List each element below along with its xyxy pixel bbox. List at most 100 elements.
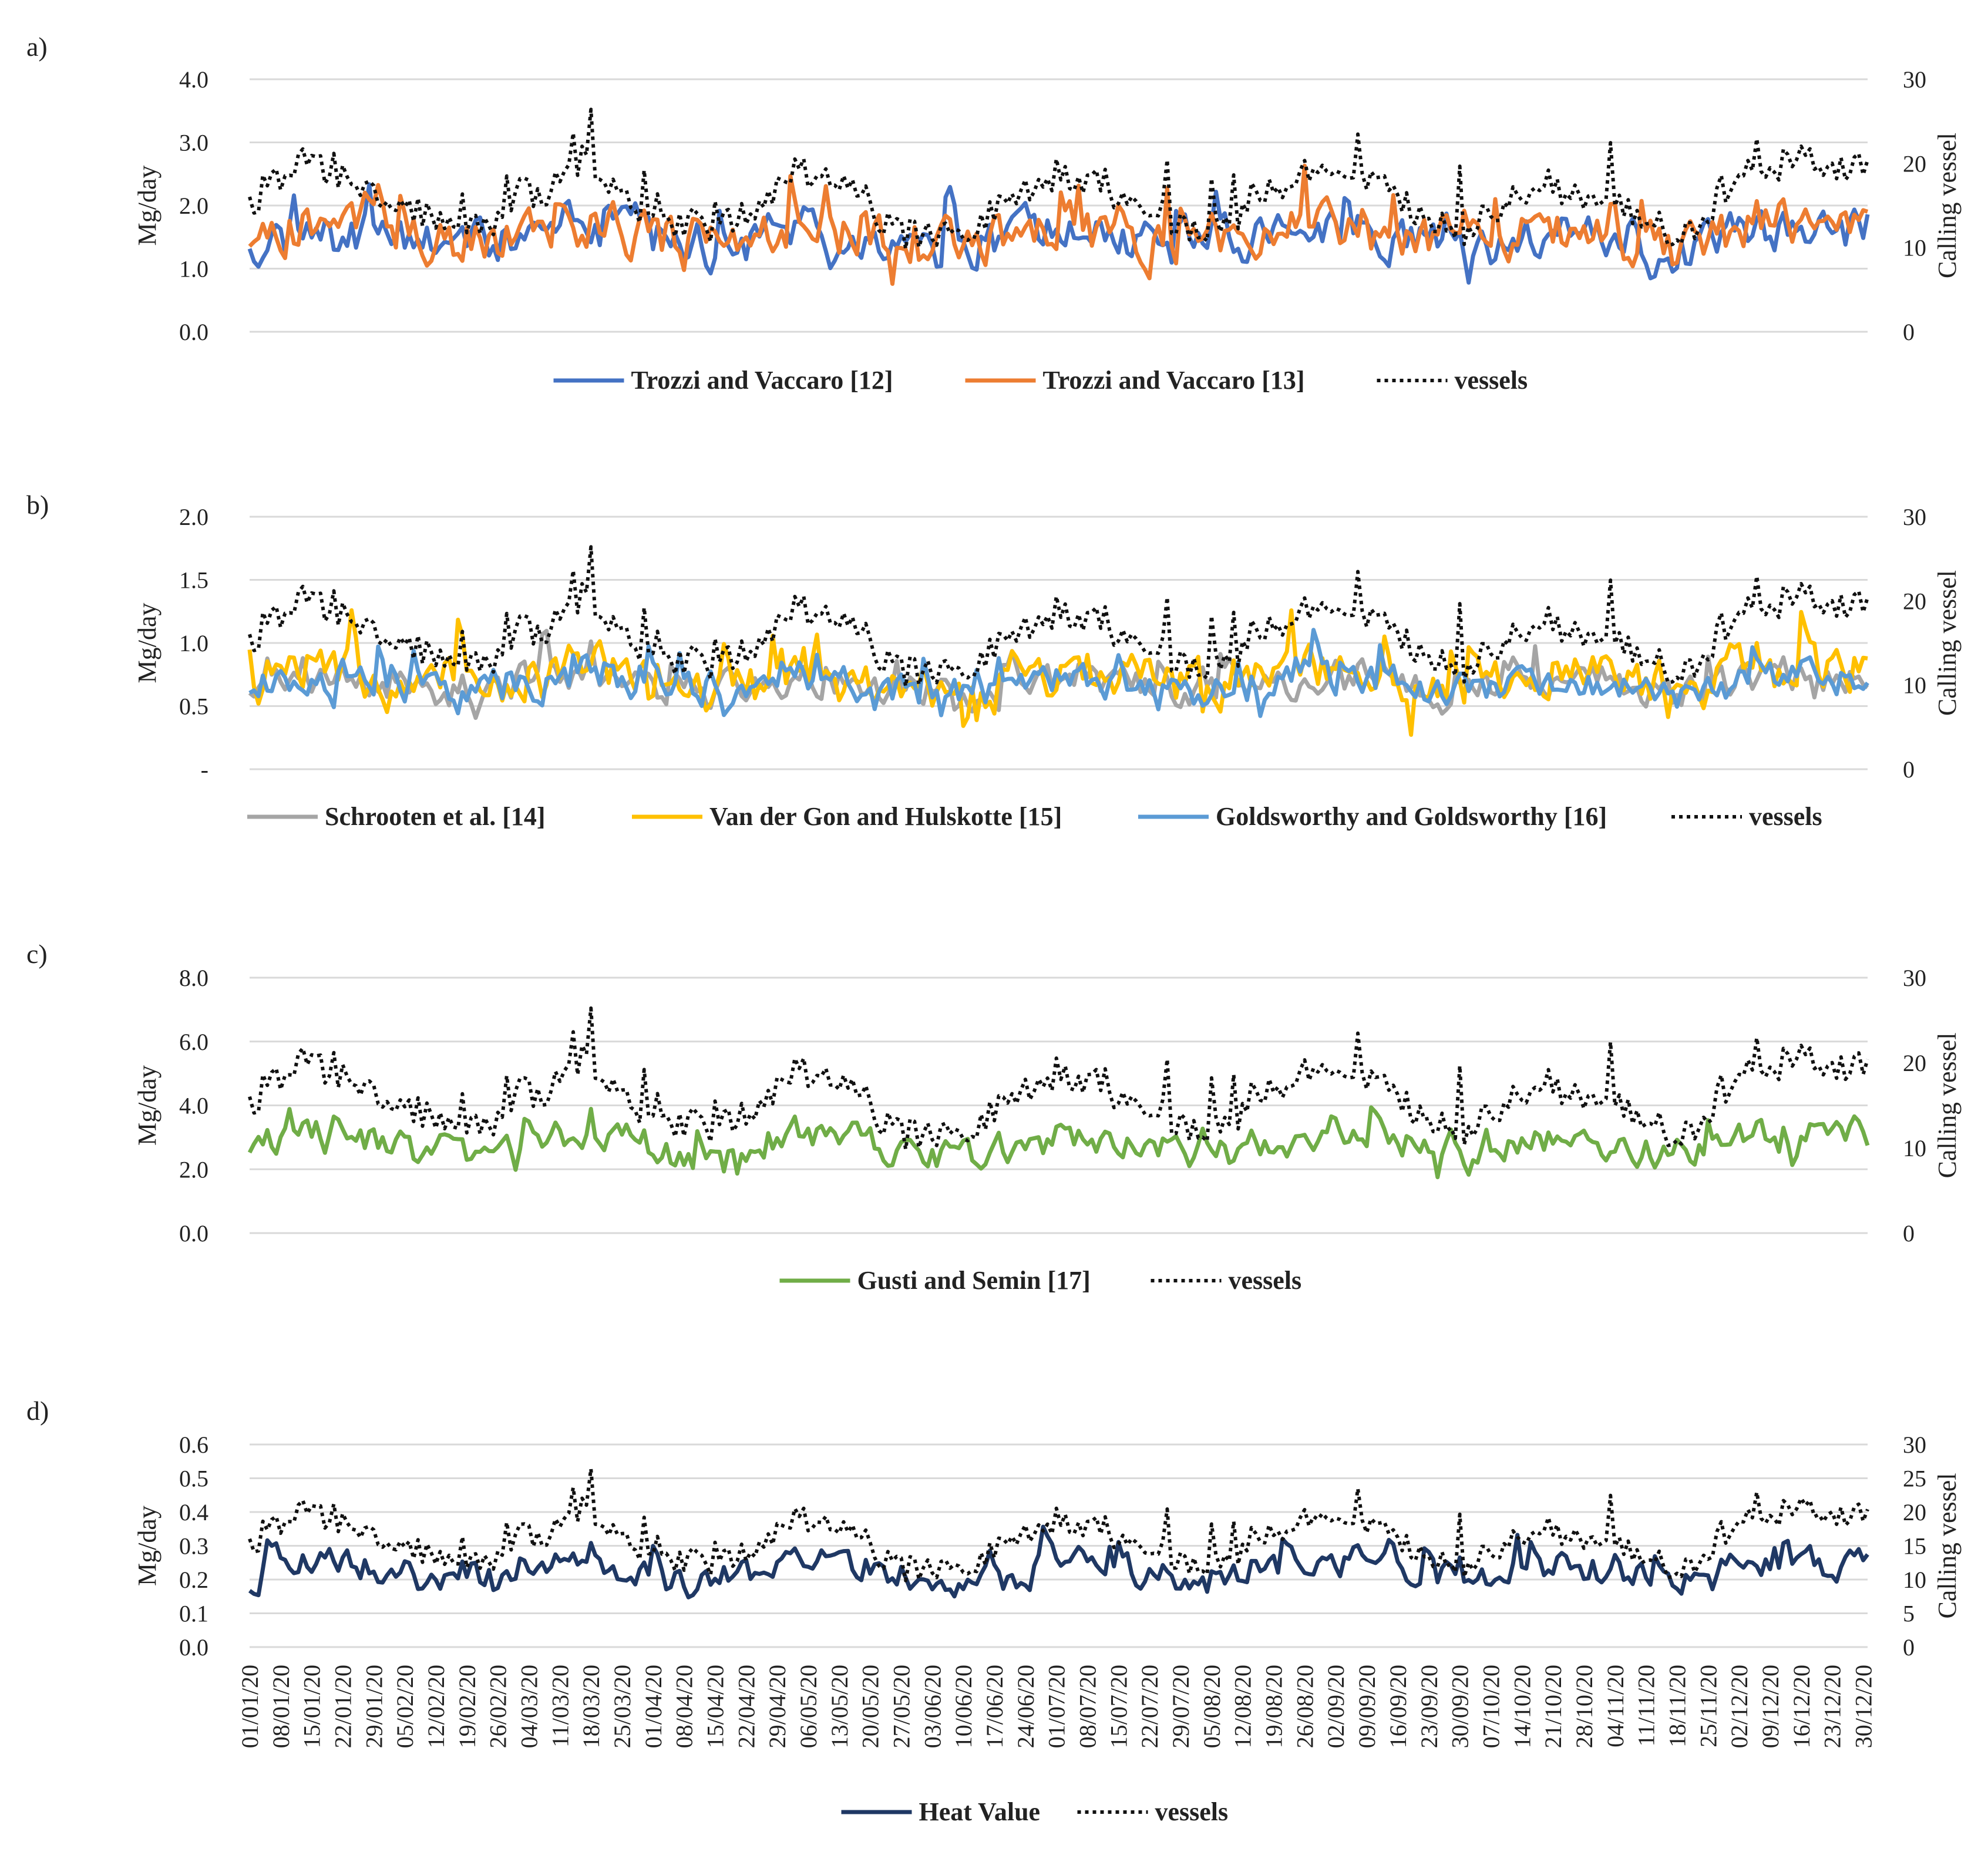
y2-tick-label: 10 — [1903, 235, 1926, 261]
x-tick-label: 02/09/20 — [1323, 1665, 1349, 1748]
x-tick-label: 08/07/20 — [1075, 1665, 1101, 1748]
legend-item: vessels — [1077, 1797, 1229, 1826]
y2-tick-label: 0 — [1903, 1634, 1915, 1661]
legend-label: Heat Value — [919, 1797, 1041, 1826]
x-tick-label: 26/02/20 — [485, 1665, 512, 1748]
legend: Heat Value vessels — [841, 1797, 1229, 1826]
y2-tick-label: 10 — [1903, 672, 1926, 699]
x-tick-label: 05/08/20 — [1199, 1665, 1225, 1748]
y2-axis-title: Calling vessel — [1933, 570, 1962, 716]
legend-item: Van der Gon and Hulskotte [15] — [632, 802, 1062, 831]
y-tick-label: 0.0 — [179, 1220, 208, 1247]
y2-tick-label: 15 — [1903, 1533, 1926, 1560]
x-tick-label: 25/11/20 — [1695, 1665, 1721, 1747]
legend: Gusti and Semin [17] vessels — [779, 1266, 1302, 1295]
x-tick-label: 18/03/20 — [578, 1665, 604, 1748]
y-tick-label: 2.0 — [179, 1156, 208, 1183]
x-tick-label: 04/03/20 — [516, 1665, 543, 1748]
y2-tick-label: 30 — [1903, 66, 1926, 93]
x-tick-label: 11/03/20 — [547, 1665, 573, 1747]
x-tick-label: 22/01/20 — [330, 1665, 356, 1748]
x-tick-label: 21/10/20 — [1540, 1665, 1566, 1748]
series-line-goldsworthy-and-goldsworthy-16 — [248, 628, 1869, 718]
legend-label: vessels — [1155, 1797, 1229, 1826]
legend-item: Trozzi and Vaccaro [12] — [553, 366, 893, 395]
legend-item: Heat Value — [841, 1797, 1041, 1826]
legend: Trozzi and Vaccaro [12] Trozzi and Vaccar… — [553, 366, 1528, 395]
x-tick-label: 25/03/20 — [609, 1665, 635, 1748]
y-tick-label: 0.4 — [179, 1499, 208, 1526]
y-tick-label: 2.0 — [179, 193, 208, 219]
series-line-vessels — [248, 107, 1869, 251]
y-axis-title: Mg/day — [133, 166, 162, 246]
series-line-heat-value — [248, 1524, 1869, 1600]
y2-tick-label: 25 — [1903, 1466, 1926, 1492]
x-tick-label: 12/08/20 — [1230, 1665, 1256, 1748]
y-tick-label: 1.0 — [179, 256, 208, 282]
y2-tick-label: 0 — [1903, 319, 1915, 345]
y-tick-label: 0.6 — [179, 1432, 208, 1458]
y-tick-label: 2.0 — [179, 504, 208, 530]
series-line-trozzi-and-vaccaro-13 — [248, 163, 1869, 286]
y2-tick-label: 20 — [1903, 1050, 1926, 1076]
y-tick-label: 6.0 — [179, 1029, 208, 1055]
x-tick-label: 23/12/20 — [1819, 1665, 1846, 1748]
x-tick-label: 12/02/20 — [423, 1665, 449, 1748]
y2-tick-label: 20 — [1903, 150, 1926, 177]
y-tick-label: 0.0 — [179, 1634, 208, 1661]
legend: Schrooten et al. [14] Van der Gon and Hul… — [247, 802, 1822, 831]
x-tick-label: 30/09/20 — [1447, 1665, 1474, 1748]
x-tick-label: 09/09/20 — [1354, 1665, 1380, 1748]
x-tick-label: 16/12/20 — [1788, 1665, 1815, 1748]
y2-tick-label: 30 — [1903, 965, 1926, 991]
chart-panel-4: d) 0.0 0.1 0.2 0.3 0.4 0.5 0.6 0 5 10 15 20 25 30 Mg/da… — [26, 1396, 1962, 1826]
x-tick-label: 29/04/20 — [764, 1665, 791, 1748]
x-tick-label: 11/11/20 — [1633, 1665, 1660, 1746]
y2-axis-title: Calling vessel — [1933, 133, 1962, 278]
y-tick-label: - — [201, 756, 208, 783]
legend-item: Goldsworthy and Goldsworthy [16] — [1138, 802, 1607, 831]
x-tick-label: 08/04/20 — [671, 1665, 698, 1748]
chart-panel-1: a) 0.0 1.0 2.0 3.0 4.0 0 10 20 30 Mg/day Calling ve… — [26, 32, 1962, 395]
x-tick-label: 02/12/20 — [1726, 1665, 1752, 1748]
y-tick-label: 3.0 — [179, 130, 208, 156]
legend-label: vessels — [1455, 366, 1528, 395]
y-tick-label: 0.5 — [179, 693, 208, 720]
legend-label: Van der Gon and Hulskotte [15] — [709, 802, 1062, 831]
y-tick-label: 4.0 — [179, 66, 208, 93]
x-tick-label: 13/05/20 — [826, 1665, 853, 1748]
panel-letter: a) — [26, 32, 48, 62]
legend-label: Trozzi and Vaccaro [13] — [1043, 366, 1305, 395]
x-tick-label: 19/02/20 — [454, 1665, 480, 1748]
legend-item: vessels — [1377, 366, 1528, 395]
legend-item: Gusti and Semin [17] — [779, 1266, 1091, 1295]
x-tick-label: 07/10/20 — [1478, 1665, 1504, 1748]
y-tick-label: 0.2 — [179, 1567, 208, 1593]
legend-label: Trozzi and Vaccaro [12] — [631, 366, 893, 395]
y2-tick-label: 0 — [1903, 756, 1915, 783]
x-tick-label: 23/09/20 — [1416, 1665, 1442, 1748]
y2-tick-label: 5 — [1903, 1601, 1915, 1627]
x-tick-label: 04/11/20 — [1602, 1665, 1629, 1747]
y2-tick-label: 30 — [1903, 1432, 1926, 1458]
legend-label: vessels — [1229, 1266, 1302, 1295]
x-tick-label: 01/04/20 — [640, 1665, 667, 1748]
x-tick-label: 18/11/20 — [1664, 1665, 1690, 1747]
x-tick-label: 15/01/20 — [299, 1665, 325, 1748]
y-tick-label: 0.0 — [179, 319, 208, 345]
x-tick-label: 08/01/20 — [268, 1665, 294, 1748]
y-tick-label: 0.5 — [179, 1466, 208, 1492]
x-tick-label: 09/12/20 — [1757, 1665, 1784, 1748]
legend-item: vessels — [1151, 1266, 1302, 1295]
y-tick-label: 0.3 — [179, 1533, 208, 1560]
y2-tick-label: 20 — [1903, 1499, 1926, 1526]
y-axis-title: Mg/day — [133, 1065, 162, 1146]
x-tick-label: 16/09/20 — [1385, 1665, 1411, 1748]
x-tick-label: 22/07/20 — [1136, 1665, 1163, 1748]
legend-label: Gusti and Semin [17] — [857, 1266, 1091, 1295]
x-tick-label: 28/10/20 — [1571, 1665, 1597, 1748]
y-axis-title: Mg/day — [133, 1506, 162, 1586]
y-tick-label: 1.5 — [179, 567, 208, 594]
y2-axis-title: Calling vessel — [1933, 1473, 1962, 1618]
